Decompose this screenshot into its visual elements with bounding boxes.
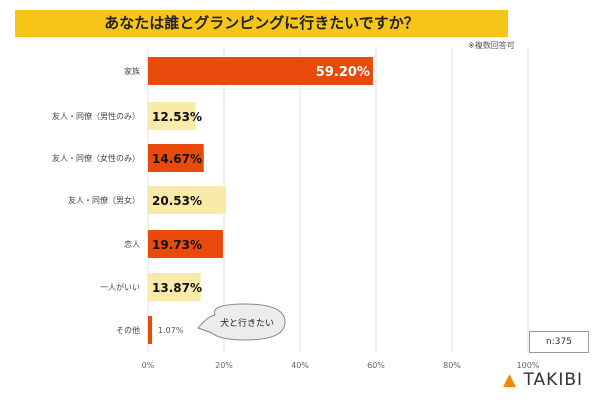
speech-bubble <box>197 303 286 341</box>
value-label: 1.07% <box>158 326 184 335</box>
chart-title: あなたは誰とグランピングに行きたいですか？ <box>15 10 508 37</box>
bar <box>148 102 196 130</box>
bar <box>148 57 373 85</box>
brand-logo: ▲ TAKIBI <box>503 370 583 390</box>
x-tick-label: 80% <box>443 361 461 370</box>
value-label: 19.73% <box>152 238 202 252</box>
value-label: 14.67% <box>152 152 202 166</box>
annotation-text: 犬と行きたい <box>220 317 274 329</box>
brand-name: TAKIBI <box>523 370 584 390</box>
x-tick-label: 60% <box>367 361 385 370</box>
bar <box>148 316 153 344</box>
flame-icon: ▲ <box>503 370 518 390</box>
bar <box>148 186 227 214</box>
x-tick-label: 40% <box>291 361 309 370</box>
category-label: 友人・同僚（女性のみ） <box>52 153 140 163</box>
category-label: 恋人 <box>124 239 140 249</box>
chart-note: ※複数回答可 <box>468 41 515 50</box>
sample-size-label: n:375 <box>529 331 589 353</box>
category-label: その他 <box>116 325 140 335</box>
category-label: 家族 <box>124 66 140 76</box>
value-label: 13.87% <box>152 281 202 295</box>
category-label: 友人・同僚（男女） <box>68 195 140 205</box>
bar <box>148 230 223 258</box>
bar <box>148 273 201 301</box>
x-tick-label: 20% <box>215 361 233 370</box>
bar <box>148 144 204 172</box>
x-tick-label: 0% <box>142 361 155 370</box>
value-label: 12.53% <box>152 110 202 124</box>
x-tick-label: 100% <box>517 361 540 370</box>
category-label: 友人・同僚（男性のみ） <box>52 111 140 121</box>
category-label: 一人がいい <box>100 282 140 292</box>
value-label: 20.53% <box>152 194 202 208</box>
value-label: 59.20% <box>316 65 370 80</box>
